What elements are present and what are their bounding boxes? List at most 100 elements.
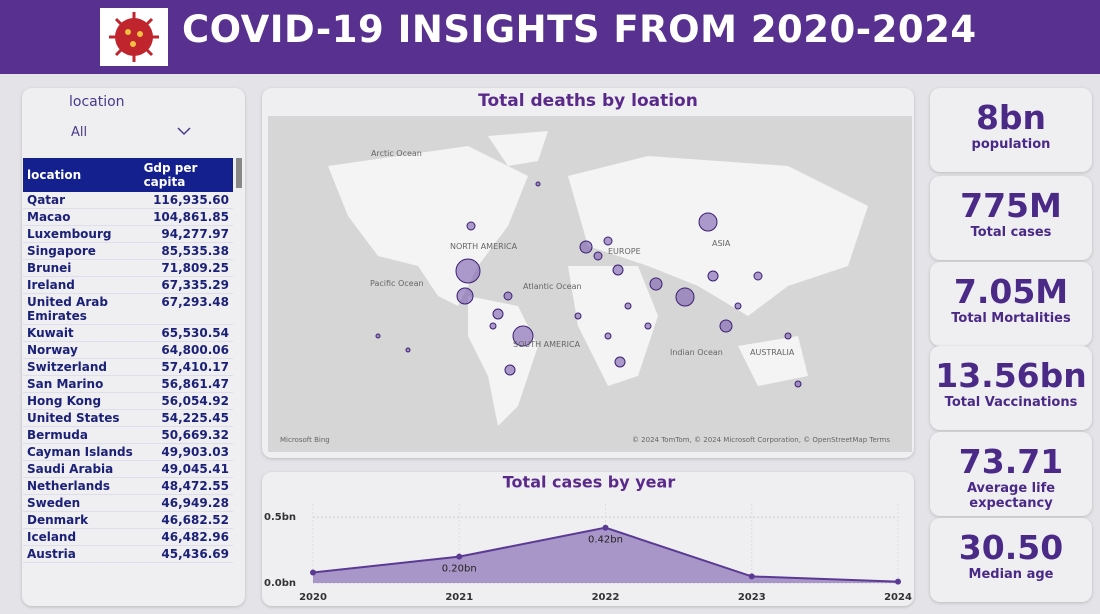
gdp-cell: 48,472.55 — [139, 477, 233, 495]
virus-icon — [100, 8, 168, 66]
table-wrap: location Gdp per capita Qatar 116,935.60 M… — [23, 158, 235, 590]
table-row: Brunei 71,809.25 — [23, 259, 233, 277]
x-tick-label: 2021 — [445, 592, 473, 603]
gdp-cell: 67,335.29 — [139, 276, 233, 294]
kpi-card: 8bn population — [930, 88, 1092, 172]
table-row: United States 54,225.45 — [23, 409, 233, 427]
kpi-value: 775M — [960, 186, 1062, 225]
table-row: Norway 64,800.06 — [23, 341, 233, 359]
map-logo: Microsoft Bing — [280, 436, 330, 444]
table-row: Iceland 46,482.96 — [23, 528, 233, 546]
gdp-cell: 85,535.38 — [139, 242, 233, 260]
map-attribution[interactable]: © 2024 TomTom, © 2024 Microsoft Corporat… — [632, 436, 890, 444]
table-panel: location All location Gdp per capita Qat… — [22, 88, 245, 606]
data-label: 0.42bn — [588, 535, 623, 546]
filter-label: location — [69, 94, 125, 110]
map-label: Atlantic Ocean — [523, 282, 582, 291]
column-header[interactable]: location — [23, 158, 140, 192]
kpi-value: 73.71 — [958, 442, 1064, 481]
map-label: NORTH AMERICA — [450, 242, 518, 251]
kpi-card: 7.05M Total Mortalities — [930, 262, 1092, 346]
location-cell: Brunei — [23, 259, 140, 277]
location-cell: Austria — [23, 545, 140, 563]
kpi-label: Total Vaccinations — [944, 395, 1078, 410]
map-card: Total deaths by loation Arctic Ocean NOR… — [262, 88, 914, 458]
table-row: Netherlands 48,472.55 — [23, 477, 233, 495]
location-cell: United Arab Emirates — [23, 293, 140, 325]
chart-title: Total cases by year — [503, 473, 676, 492]
location-cell: Ireland — [23, 276, 140, 294]
kpi-value: 8bn — [975, 98, 1047, 137]
chart-card: Total cases by year 0.0bn 0.5bn 2020 2021 20… — [262, 472, 914, 606]
kpi-label: Total cases — [970, 225, 1052, 240]
kpi-value: 7.05M — [953, 272, 1069, 311]
kpi-value: 13.56bn — [935, 356, 1087, 395]
kpi-card: 13.56bn Total Vaccinations — [930, 346, 1092, 430]
location-cell: Bermuda — [23, 426, 140, 444]
table-row: United Arab Emirates 67,293.48 — [23, 293, 233, 325]
chart: Total cases by year 0.0bn 0.5bn 2020 2021 20… — [264, 473, 912, 604]
kpi-value: 30.50 — [958, 528, 1064, 567]
dropdown-arrow[interactable] — [177, 126, 191, 136]
kpi-label: Total Mortalities — [951, 311, 1071, 326]
scrollbar[interactable] — [236, 158, 242, 188]
x-tick-label: 2020 — [299, 592, 327, 603]
location-cell: Singapore — [23, 242, 140, 260]
gdp-cell: 116,935.60 — [139, 192, 233, 209]
location-cell: Iceland — [23, 528, 140, 546]
gdp-cell: 71,809.25 — [139, 259, 233, 277]
table-row: Switzerland 57,410.17 — [23, 358, 233, 376]
table-row: Kuwait 65,530.54 — [23, 324, 233, 342]
table: location Gdp per capita Qatar 116,935.60 M… — [23, 158, 233, 563]
location-cell: Hong Kong — [23, 392, 140, 410]
point — [602, 524, 609, 531]
map-label: Pacific Ocean — [370, 279, 424, 288]
point — [456, 553, 463, 560]
x-tick-label: 2024 — [884, 592, 912, 603]
gdp-cell: 64,800.06 — [139, 341, 233, 359]
table-row: Cayman Islands 49,903.03 — [23, 443, 233, 461]
y-tick-label: 0.0bn — [264, 578, 296, 589]
location-cell: Saudi Arabia — [23, 460, 140, 478]
gdp-cell: 65,530.54 — [139, 324, 233, 342]
kpi-card: 30.50 Median age — [930, 518, 1092, 602]
map-label: ASIA — [712, 239, 731, 248]
kpi-label: population — [971, 137, 1051, 152]
gdp-cell: 49,045.41 — [139, 460, 233, 478]
point — [748, 573, 755, 580]
data-label: 0.20bn — [442, 564, 477, 575]
table-row: Austria 45,436.69 — [23, 545, 233, 563]
y-tick-label: 0.5bn — [264, 512, 296, 523]
gdp-cell: 94,277.97 — [139, 225, 233, 243]
header: COVID-19 INSIGHTS FROM 2020-2024 — [0, 0, 1100, 74]
map-label: EUROPE — [608, 247, 641, 256]
location-cell: Qatar — [23, 192, 140, 209]
gdp-cell: 67,293.48 — [139, 293, 233, 325]
kpi-card: 775M Total cases — [930, 176, 1092, 260]
table-row: Denmark 46,682.52 — [23, 511, 233, 529]
column-header[interactable]: Gdp per capita — [139, 158, 233, 192]
map-label: SOUTH AMERICA — [513, 340, 581, 349]
table-row: Singapore 85,535.38 — [23, 242, 233, 260]
location-cell: Netherlands — [23, 477, 140, 495]
gdp-cell: 56,054.92 — [139, 392, 233, 410]
gdp-cell: 57,410.17 — [139, 358, 233, 376]
table-row: Ireland 67,335.29 — [23, 276, 233, 294]
map-label: AUSTRALIA — [750, 348, 795, 357]
gdp-cell: 49,903.03 — [139, 443, 233, 461]
location-cell: Luxembourg — [23, 225, 140, 243]
gdp-cell: 46,682.52 — [139, 511, 233, 529]
point — [310, 569, 316, 576]
table-row: Luxembourg 94,277.97 — [23, 225, 233, 243]
kpi-label: Average life expectancy — [966, 481, 1056, 511]
location-cell: Denmark — [23, 511, 140, 529]
table-row: Qatar 116,935.60 — [23, 192, 233, 209]
table-row: Macao 104,861.85 — [23, 208, 233, 226]
map: Arctic Ocean NORTH AMERICA Pacific Ocean… — [268, 116, 912, 452]
map-title: Total deaths by loation — [478, 91, 698, 111]
table-row: Bermuda 50,669.32 — [23, 426, 233, 444]
filter-value[interactable]: All — [71, 125, 88, 140]
area — [313, 527, 898, 583]
gdp-cell: 50,669.32 — [139, 426, 233, 444]
